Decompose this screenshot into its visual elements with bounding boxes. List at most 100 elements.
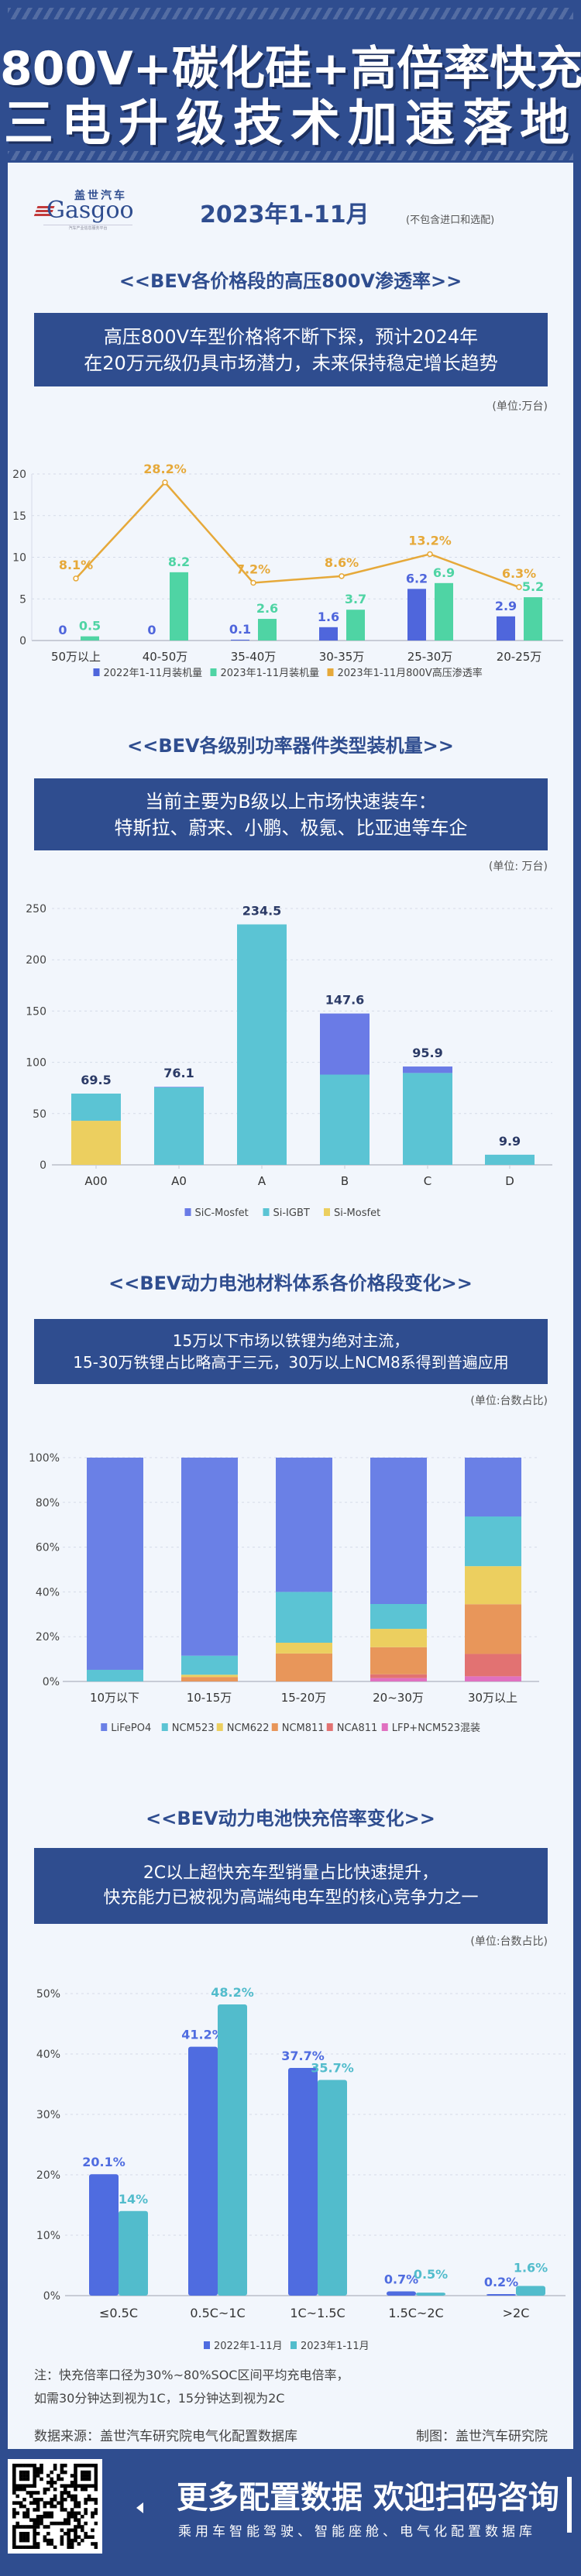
qr-module — [12, 2542, 16, 2546]
qr-module — [33, 2525, 36, 2529]
bar-segment — [320, 1074, 370, 1165]
bar — [435, 582, 453, 641]
qr-module — [46, 2481, 50, 2485]
y-tick-label: 30% — [36, 2109, 60, 2121]
qr-module — [87, 2474, 91, 2478]
qr-module — [12, 2477, 16, 2482]
qr-module — [19, 2504, 23, 2509]
qr-module — [19, 2470, 23, 2475]
qr-module — [84, 2487, 88, 2492]
qr-module — [87, 2470, 91, 2475]
qr-module — [26, 2470, 30, 2475]
qr-module — [19, 2545, 23, 2550]
qr-module — [50, 2477, 53, 2482]
data-label: 48.2% — [211, 1985, 254, 2000]
qr-module — [91, 2542, 95, 2546]
qr-module — [33, 2535, 36, 2539]
bar-segment — [465, 1654, 521, 1677]
total-label: 147.6 — [325, 993, 365, 1008]
qr-module — [36, 2467, 40, 2471]
qr-module — [22, 2487, 26, 2492]
legend-label: 2022年1-11月 — [214, 2341, 283, 2352]
qr-module — [94, 2474, 98, 2478]
line-point — [427, 551, 433, 558]
line-label: 13.2% — [408, 533, 452, 548]
qr-module — [94, 2542, 98, 2546]
qr-module — [84, 2521, 88, 2526]
bar — [516, 2286, 545, 2296]
page-title-line1: 800V+碳化硅+高倍率快充 — [0, 42, 581, 96]
qr-module — [33, 2467, 36, 2471]
qr-module — [43, 2511, 47, 2516]
qr-module — [70, 2542, 74, 2546]
qr-module — [67, 2511, 70, 2516]
qr-module — [84, 2498, 88, 2502]
qr-module — [36, 2491, 40, 2495]
bar-segment — [370, 1647, 427, 1674]
qr-module — [64, 2470, 67, 2475]
qr-module — [12, 2467, 16, 2471]
qr-module — [77, 2511, 81, 2516]
qr-module — [46, 2525, 50, 2529]
bar-segment — [276, 1643, 332, 1654]
qr-module — [74, 2484, 77, 2488]
legend-label: 2022年1-11月装机量 — [104, 668, 203, 679]
qr-module — [60, 2498, 64, 2502]
data-label: 1.6% — [514, 2261, 548, 2275]
qr-module — [64, 2484, 67, 2488]
bar — [524, 597, 542, 641]
bar — [188, 2046, 218, 2296]
legend-swatch — [271, 1723, 278, 1731]
qr-module — [22, 2474, 26, 2478]
qr-module — [70, 2494, 74, 2499]
qr-module — [81, 2474, 84, 2478]
qr-module — [19, 2532, 23, 2536]
legend-label: NCM523 — [172, 1722, 215, 1734]
data-label: 20.1% — [82, 2155, 125, 2169]
qr-module — [50, 2504, 53, 2509]
qr-module — [81, 2470, 84, 2475]
bar-segment — [465, 1458, 521, 1517]
gasgoo-logo: 盖世汽车 Gasgoo 汽车产业信息服务平台 — [33, 186, 140, 231]
qr-module — [60, 2535, 64, 2539]
y-tick-label: 0% — [43, 2290, 60, 2303]
x-tick-label: 30万以上 — [468, 1691, 517, 1705]
qr-module — [94, 2487, 98, 2492]
legend-swatch — [93, 668, 100, 676]
summary-line: 当前主要为B级以上市场快速装车： — [145, 790, 437, 812]
qr-module — [12, 2535, 16, 2539]
bar-segment — [403, 1066, 452, 1073]
bar-segment — [485, 1154, 535, 1165]
summary-line: 在20万元级仍具市场潜力，未来保持稳定增长趋势 — [84, 352, 498, 374]
qr-module — [40, 2467, 43, 2471]
y-tick-label: 20% — [36, 2169, 60, 2182]
qr-module — [67, 2528, 70, 2533]
bar — [258, 619, 277, 641]
qr-module — [60, 2494, 64, 2499]
qr-module — [36, 2518, 40, 2522]
qr-module — [26, 2474, 30, 2478]
qr-module — [74, 2467, 77, 2471]
qr-module — [22, 2504, 26, 2509]
qr-module — [70, 2474, 74, 2478]
qr-module — [29, 2464, 33, 2468]
qr-module — [46, 2511, 50, 2516]
qr-module — [84, 2474, 88, 2478]
y-tick-label: 20 — [12, 469, 26, 481]
qr-module — [12, 2470, 16, 2475]
qr-module — [46, 2532, 50, 2536]
unit-label: (单位:台数占比) — [470, 1395, 548, 1407]
qr-module — [36, 2525, 40, 2529]
qr-module — [67, 2538, 70, 2543]
qr-module — [94, 2484, 98, 2488]
bar-segment — [181, 1458, 238, 1656]
y-tick-label: 50 — [33, 1108, 46, 1121]
line-label: 28.2% — [143, 462, 187, 476]
qr-module — [64, 2518, 67, 2522]
bar-segment — [276, 1653, 332, 1681]
page-title-line2: 三电升级技术加速落地 — [4, 95, 577, 153]
line-point — [339, 573, 345, 579]
qr-code[interactable] — [8, 2459, 102, 2554]
legend-swatch — [263, 1208, 270, 1216]
data-label: 3.7 — [345, 592, 366, 606]
